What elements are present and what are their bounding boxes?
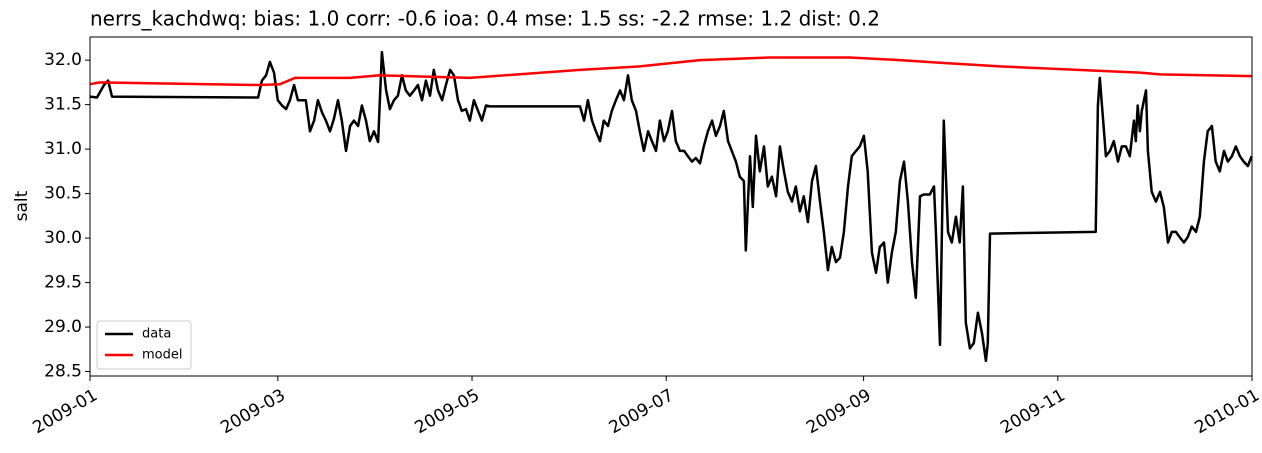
x-tick-label: 2009-05 xyxy=(412,385,484,438)
y-tick-label: 29.0 xyxy=(44,317,82,337)
x-tick-label: 2009-07 xyxy=(606,385,678,438)
y-axis-label: salt xyxy=(12,190,32,221)
x-tick-label: 2009-09 xyxy=(803,385,875,438)
y-tick-label: 30.0 xyxy=(44,228,82,248)
legend-label: data xyxy=(142,327,171,342)
legend-label: model xyxy=(142,348,182,363)
x-tick-label: 2009-03 xyxy=(217,385,289,438)
line-series xyxy=(89,56,1252,87)
y-tick-label: 32.0 xyxy=(44,50,82,70)
y-tick-label: 29.5 xyxy=(44,273,82,293)
x-tick-label: 2009-11 xyxy=(997,385,1069,438)
x-tick-label: 2010-01 xyxy=(1191,385,1262,438)
y-tick-label: 31.0 xyxy=(44,139,82,159)
y-tick-label: 31.5 xyxy=(44,95,82,115)
x-tick-label: 2009-01 xyxy=(29,385,101,438)
line-series xyxy=(89,50,1253,363)
chart-title: nerrs_kachdwq: bias: 1.0 corr: -0.6 ioa:… xyxy=(90,7,880,31)
y-tick-label: 28.5 xyxy=(44,362,82,382)
y-tick-label: 30.5 xyxy=(44,184,82,204)
plot-frame xyxy=(89,36,1253,377)
